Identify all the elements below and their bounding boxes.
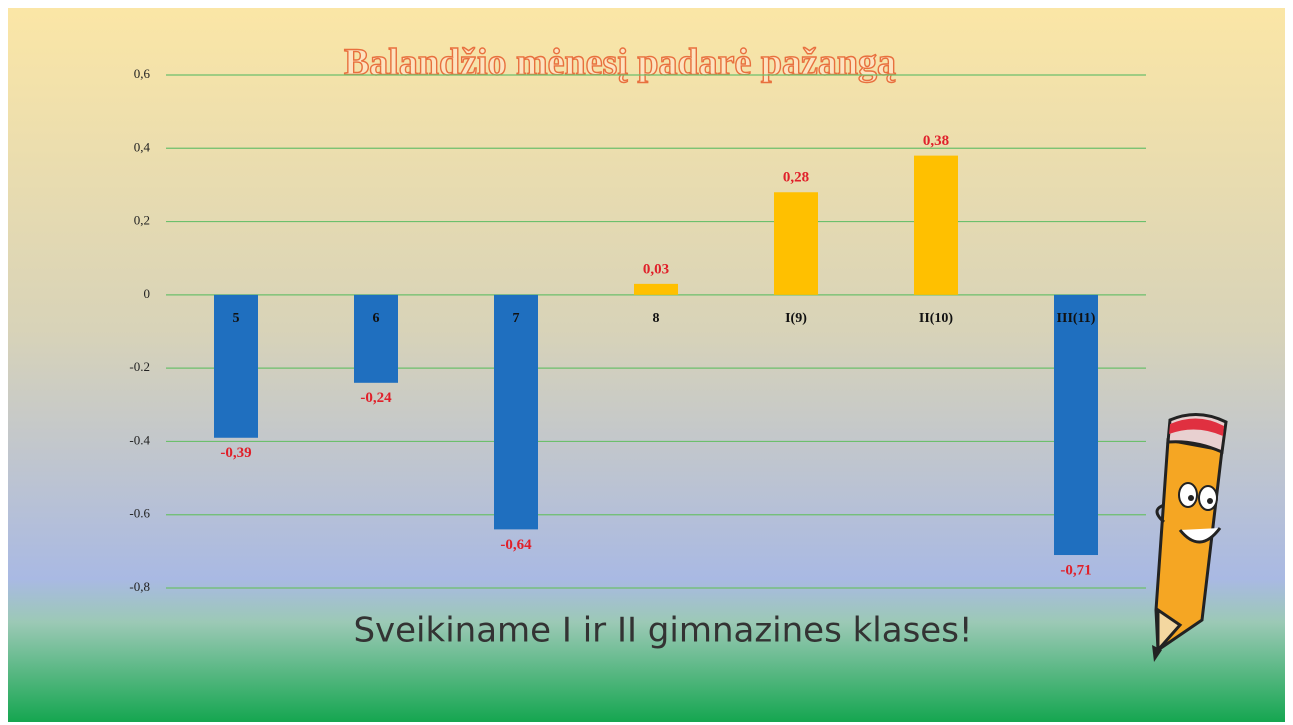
y-tick-label: -0.2 [129, 359, 150, 374]
annotation: Sveikiname I ir II gimnazines klases! [353, 611, 972, 651]
bar [1054, 295, 1098, 555]
chart: Balandžio mėnesį padarė pažangą Sveikina… [0, 0, 1293, 725]
x-tick-label: 6 [373, 311, 380, 326]
x-tick-label: II(10) [919, 311, 954, 326]
y-tick-label: -0.4 [129, 432, 150, 447]
x-tick-label: 8 [653, 311, 660, 326]
value-label: -0,64 [500, 537, 532, 553]
y-tick-label: 0,2 [134, 213, 150, 228]
value-label: -0,39 [220, 445, 251, 461]
y-tick-label: -0,8 [129, 579, 150, 594]
bar [774, 192, 818, 295]
y-tick-label: 0,6 [134, 66, 151, 81]
x-tick-label: I(9) [785, 311, 807, 326]
bar [634, 284, 678, 295]
bar [494, 295, 538, 530]
y-tick-label: 0 [144, 286, 151, 301]
bar [354, 295, 398, 383]
value-label: -0,71 [1060, 562, 1091, 578]
page: Balandžio mėnesį padarė pažangą Sveikina… [0, 0, 1293, 725]
x-tick-label: 5 [233, 311, 240, 326]
bar [914, 156, 958, 295]
chart-title: Balandžio mėnesį padarė pažangą [344, 42, 896, 84]
value-label: 0,38 [923, 133, 949, 149]
value-label: 0,28 [783, 170, 809, 186]
value-label: -0,24 [360, 390, 392, 406]
y-tick-label: 0,4 [134, 139, 151, 154]
y-tick-label: -0.6 [129, 506, 150, 521]
value-label: 0,03 [643, 261, 669, 277]
x-tick-label: 7 [513, 311, 520, 326]
x-tick-label: III(11) [1057, 311, 1096, 326]
